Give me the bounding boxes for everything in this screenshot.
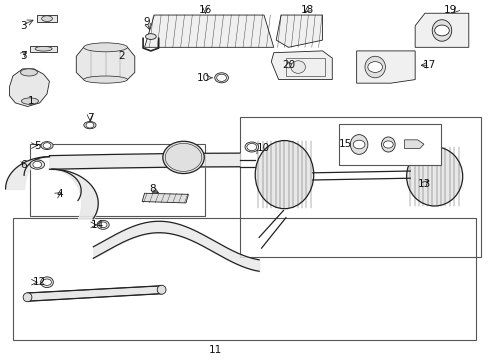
Ellipse shape xyxy=(145,34,156,40)
Text: 14: 14 xyxy=(91,220,104,230)
Circle shape xyxy=(43,143,51,148)
Polygon shape xyxy=(271,51,331,80)
Ellipse shape xyxy=(83,43,127,52)
Ellipse shape xyxy=(431,20,451,41)
Text: 13: 13 xyxy=(417,179,430,189)
Text: 10: 10 xyxy=(256,143,269,153)
Text: 8: 8 xyxy=(149,184,156,194)
Bar xyxy=(30,144,205,216)
Circle shape xyxy=(434,25,448,36)
Text: 10: 10 xyxy=(197,73,210,83)
Text: 1: 1 xyxy=(27,96,34,106)
Polygon shape xyxy=(356,51,414,83)
Polygon shape xyxy=(9,69,49,107)
Text: 17: 17 xyxy=(422,60,435,70)
Bar xyxy=(338,125,440,165)
Ellipse shape xyxy=(244,142,258,152)
Circle shape xyxy=(42,279,51,285)
Polygon shape xyxy=(27,286,161,301)
Polygon shape xyxy=(144,15,273,47)
Circle shape xyxy=(246,143,256,150)
Text: 16: 16 xyxy=(199,5,212,15)
Text: 3: 3 xyxy=(20,21,27,31)
Ellipse shape xyxy=(97,220,109,229)
Circle shape xyxy=(33,161,41,168)
Text: 3: 3 xyxy=(20,51,27,61)
Ellipse shape xyxy=(214,73,228,83)
Circle shape xyxy=(352,140,364,149)
Polygon shape xyxy=(30,45,57,51)
Text: 5: 5 xyxy=(34,140,41,150)
Polygon shape xyxy=(276,15,322,47)
Ellipse shape xyxy=(30,160,44,169)
Circle shape xyxy=(99,222,107,228)
Bar xyxy=(13,218,475,339)
Ellipse shape xyxy=(83,122,96,129)
Circle shape xyxy=(86,122,94,128)
Text: 15: 15 xyxy=(338,139,351,149)
Ellipse shape xyxy=(290,61,305,73)
Bar xyxy=(239,117,480,257)
Polygon shape xyxy=(142,193,188,203)
Ellipse shape xyxy=(41,277,53,288)
Text: 20: 20 xyxy=(281,60,294,70)
Polygon shape xyxy=(414,13,468,47)
Text: 12: 12 xyxy=(32,277,45,287)
Text: 2: 2 xyxy=(118,51,125,61)
Polygon shape xyxy=(76,47,135,80)
Polygon shape xyxy=(404,140,423,148)
Ellipse shape xyxy=(349,135,367,154)
Ellipse shape xyxy=(20,69,38,76)
Text: 19: 19 xyxy=(443,5,456,15)
Ellipse shape xyxy=(381,137,394,152)
Polygon shape xyxy=(37,15,57,22)
Ellipse shape xyxy=(21,98,39,104)
Text: 4: 4 xyxy=(57,189,63,199)
Ellipse shape xyxy=(41,16,52,22)
Ellipse shape xyxy=(163,141,204,174)
Bar xyxy=(285,58,325,76)
Text: 18: 18 xyxy=(301,5,314,15)
Ellipse shape xyxy=(83,76,127,83)
Circle shape xyxy=(367,62,382,72)
Circle shape xyxy=(383,141,392,148)
Ellipse shape xyxy=(35,46,52,51)
Ellipse shape xyxy=(157,285,165,294)
Text: 11: 11 xyxy=(208,345,222,355)
Ellipse shape xyxy=(41,141,53,149)
Ellipse shape xyxy=(255,140,313,209)
Text: 6: 6 xyxy=(20,159,27,170)
Text: 9: 9 xyxy=(143,17,150,27)
Circle shape xyxy=(216,74,226,81)
Ellipse shape xyxy=(364,56,385,78)
Ellipse shape xyxy=(406,147,462,206)
Ellipse shape xyxy=(23,293,32,302)
Text: 7: 7 xyxy=(86,113,93,123)
